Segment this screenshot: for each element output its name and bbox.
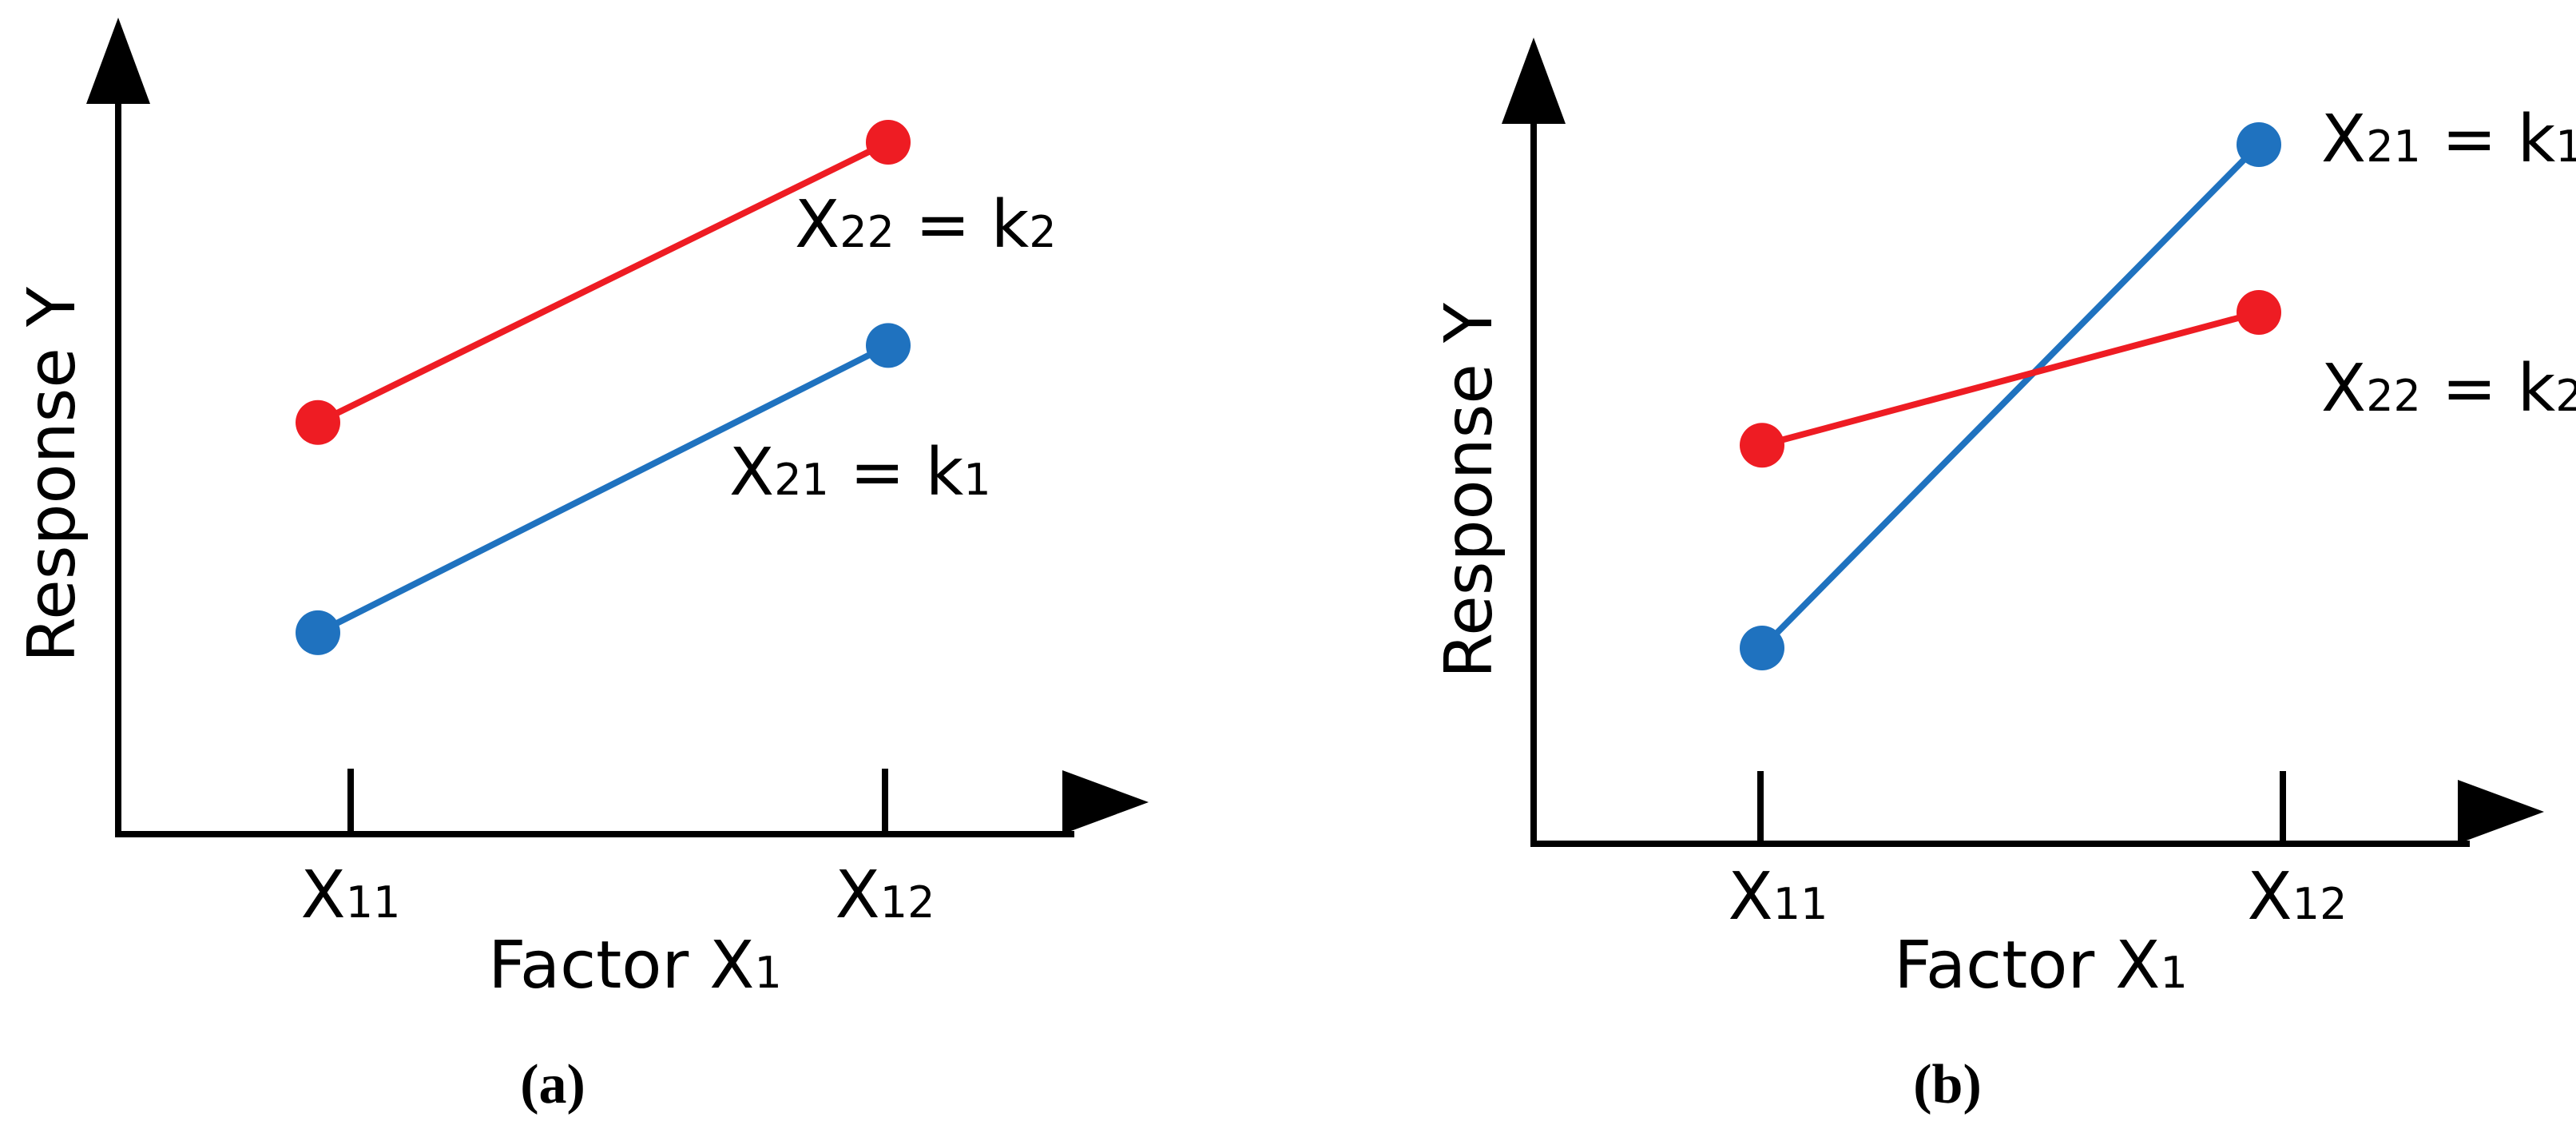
series-label-x22-k2: X22 = k2: [795, 187, 1057, 263]
x-tick-label-x11: X11: [301, 857, 401, 933]
x-tick-label-x11: X11: [1729, 859, 1828, 935]
series-label-x21-k1: X21 = k1: [2321, 101, 2576, 177]
panel-caption-b: (b): [1913, 1054, 1982, 1115]
x-axis-arrowhead: [1062, 770, 1149, 834]
y-axis-arrowhead: [1502, 38, 1566, 124]
x-axis-title: Factor X1: [488, 928, 782, 1004]
data-point-x22-at-x11: [1740, 423, 1784, 468]
x-tick-label-x12: X12: [2248, 859, 2348, 935]
data-point-x22-at-x12: [2237, 290, 2281, 335]
x-tick-label-x12: X12: [836, 857, 935, 933]
panel-caption-a: (a): [520, 1054, 585, 1115]
x-axis-title: Factor X1: [1894, 928, 2188, 1004]
series-label-x21-k1: X21 = k1: [729, 435, 991, 511]
panel-a: X11 X12 Factor X1 Response Y X22 = k2 X2…: [14, 18, 1149, 1115]
data-point-x21-at-x11: [296, 610, 340, 655]
data-point-x22-at-x11: [296, 400, 340, 445]
series-line-x22-k2: [1760, 309, 2260, 449]
y-axis-arrowhead: [86, 18, 150, 104]
x-axis-arrowhead: [2458, 780, 2544, 844]
y-axis-title: Response Y: [1431, 302, 1507, 678]
series-label-x22-k2: X22 = k2: [2321, 351, 2576, 427]
series-line-x21-k1: [316, 342, 890, 636]
y-axis-title: Response Y: [14, 286, 90, 662]
data-point-x21-at-x12: [2237, 122, 2281, 167]
series-line-x21-k1: [1760, 142, 2261, 650]
series-line-x22-k2: [316, 139, 890, 426]
panel-b: X11 X12 Factor X1 Response Y X21 = k1 X2…: [1431, 38, 2576, 1115]
data-point-x21-at-x12: [866, 323, 911, 368]
data-point-x22-at-x12: [866, 120, 911, 165]
data-point-x21-at-x11: [1740, 626, 1784, 670]
